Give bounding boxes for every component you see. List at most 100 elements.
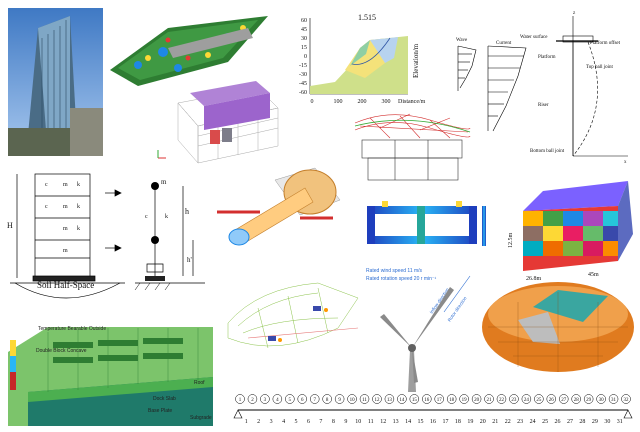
beam-element-label: 18 <box>455 419 461 425</box>
beam-node-label: 6 <box>301 398 304 403</box>
beam-node-label: 1 <box>239 398 242 403</box>
beam-node <box>409 394 420 404</box>
beam-node <box>297 394 308 404</box>
svg-text:26.8m: 26.8m <box>526 276 542 282</box>
beam-node <box>608 394 619 404</box>
beam-node-label: 26 <box>549 398 555 403</box>
shaft-fe-model <box>215 160 355 260</box>
svg-text:45: 45 <box>301 27 307 33</box>
y-axis-label: Elevation/m <box>412 43 420 78</box>
beam-node <box>334 394 345 404</box>
beam-element-label: 31 <box>617 419 623 425</box>
svg-text:Current: Current <box>496 41 512 46</box>
svg-text:Temperature Bearable Outside: Temperature Bearable Outside <box>38 326 106 332</box>
svg-text:Bottom ball joint: Bottom ball joint <box>530 149 565 154</box>
beam-node-label: 20 <box>474 398 480 403</box>
svg-text:Top ball joint: Top ball joint <box>586 65 613 70</box>
svg-text:k: k <box>77 182 80 188</box>
beam-node <box>496 394 507 404</box>
beam-element-label: 28 <box>579 419 585 425</box>
beam-node-label: 11 <box>362 398 367 403</box>
soil-label: Soil Half-Space <box>37 280 94 290</box>
svg-text:30: 30 <box>301 36 307 42</box>
svg-text:h': h' <box>187 256 192 264</box>
svg-text:k: k <box>77 226 80 232</box>
beam-element-label: 19 <box>467 419 473 425</box>
wind-turbine: Rated wind speed 11 m/s Rated rotation s… <box>360 262 480 392</box>
beam-node <box>322 394 332 404</box>
svg-text:100: 100 <box>334 99 343 105</box>
beam-node-label: 13 <box>387 398 393 403</box>
numbered-beam-diagram: 1 2 3 4 5 6 7 8 9 10 11 12 13 14 15 16 17 18 19 20 21 22 23 24 2… <box>232 392 638 432</box>
factor-of-safety: 1.515 <box>358 13 376 22</box>
beam-node <box>583 394 594 404</box>
beam-node-label: 14 <box>399 398 405 403</box>
beam-node-label: 16 <box>424 398 430 403</box>
svg-text:300: 300 <box>382 99 391 105</box>
dock-fe-model: Temperature Bearable Outside Double Bloc… <box>8 322 213 426</box>
beam-node-label: 3 <box>264 398 267 403</box>
svg-text:h: h <box>185 207 189 216</box>
beam-node <box>347 394 357 404</box>
beam-element-label: 8 <box>332 419 335 425</box>
beam-node-label: 30 <box>599 398 605 403</box>
beam-node-label: 19 <box>462 398 468 403</box>
svg-text:H: H <box>7 221 13 230</box>
svg-text:m: m <box>63 248 68 254</box>
svg-text:Platform offset: Platform offset <box>590 41 621 46</box>
svg-text:45m: 45m <box>588 272 599 278</box>
beam-element-label: 12 <box>380 419 386 425</box>
beam-element-label: 5 <box>295 419 298 425</box>
svg-text:Rated wind speed 11 m/s: Rated wind speed 11 m/s <box>366 268 423 274</box>
svg-text:200: 200 <box>358 99 367 105</box>
beam-node <box>558 394 569 404</box>
beam-node <box>484 394 494 404</box>
svg-text:c: c <box>45 182 48 188</box>
mesh-box-model: 12.5m 26.8m 45m <box>508 176 638 286</box>
beam-element-label: 20 <box>480 419 486 425</box>
beam-node-label: 2 <box>251 398 254 403</box>
svg-text:x: x <box>624 160 627 165</box>
svg-text:m: m <box>161 178 167 186</box>
svg-text:k: k <box>165 214 168 220</box>
beam-node <box>422 394 432 404</box>
beam-element-label: 9 <box>344 419 347 425</box>
beam-node-label: 22 <box>499 398 505 403</box>
svg-text:Roof: Roof <box>194 380 205 386</box>
beam-element-label: 21 <box>492 419 498 425</box>
beam-element-label: 30 <box>604 419 610 425</box>
svg-text:-60: -60 <box>299 90 307 96</box>
building-photo <box>8 8 103 156</box>
svg-text:Rated rotation speed 20 r min⁻: Rated rotation speed 20 r min⁻¹ <box>366 276 437 282</box>
beam-node-label: 21 <box>487 398 493 403</box>
x-axis-label: Distance/m <box>398 99 426 105</box>
beam-element-label: 6 <box>307 419 310 425</box>
beam-node-label: 25 <box>536 398 542 403</box>
beam-node <box>521 394 532 404</box>
beam-contour-plot <box>362 196 487 266</box>
beam-node-label: 18 <box>449 398 455 403</box>
svg-text:Double Block Concave: Double Block Concave <box>36 348 87 354</box>
svg-text:12.5m: 12.5m <box>508 233 514 249</box>
svg-text:Dock Slab: Dock Slab <box>153 396 176 402</box>
beam-node-label: 31 <box>611 398 617 403</box>
beam-node <box>546 394 557 404</box>
beam-element-label: 14 <box>405 419 411 425</box>
svg-text:60: 60 <box>301 18 307 24</box>
beam-node-label: 7 <box>313 398 316 403</box>
svg-text:Subgrade: Subgrade <box>190 415 212 421</box>
svg-text:m: m <box>63 204 68 210</box>
beam-node <box>509 394 519 404</box>
beam-element-label: 3 <box>270 419 273 425</box>
beam-node <box>247 394 258 404</box>
beam-element-label: 16 <box>430 419 436 425</box>
svg-text:15: 15 <box>301 45 307 51</box>
beam-element-label: 24 <box>530 419 536 425</box>
svg-text:m: m <box>63 226 68 232</box>
beam-node-label: 17 <box>437 398 443 403</box>
beam-element-label: 4 <box>282 419 285 425</box>
svg-text:0: 0 <box>304 54 307 60</box>
svg-text:z: z <box>573 11 576 16</box>
riser-diagram: Wave Current Water surface Platform Plat… <box>438 6 638 166</box>
beam-node <box>235 394 245 404</box>
